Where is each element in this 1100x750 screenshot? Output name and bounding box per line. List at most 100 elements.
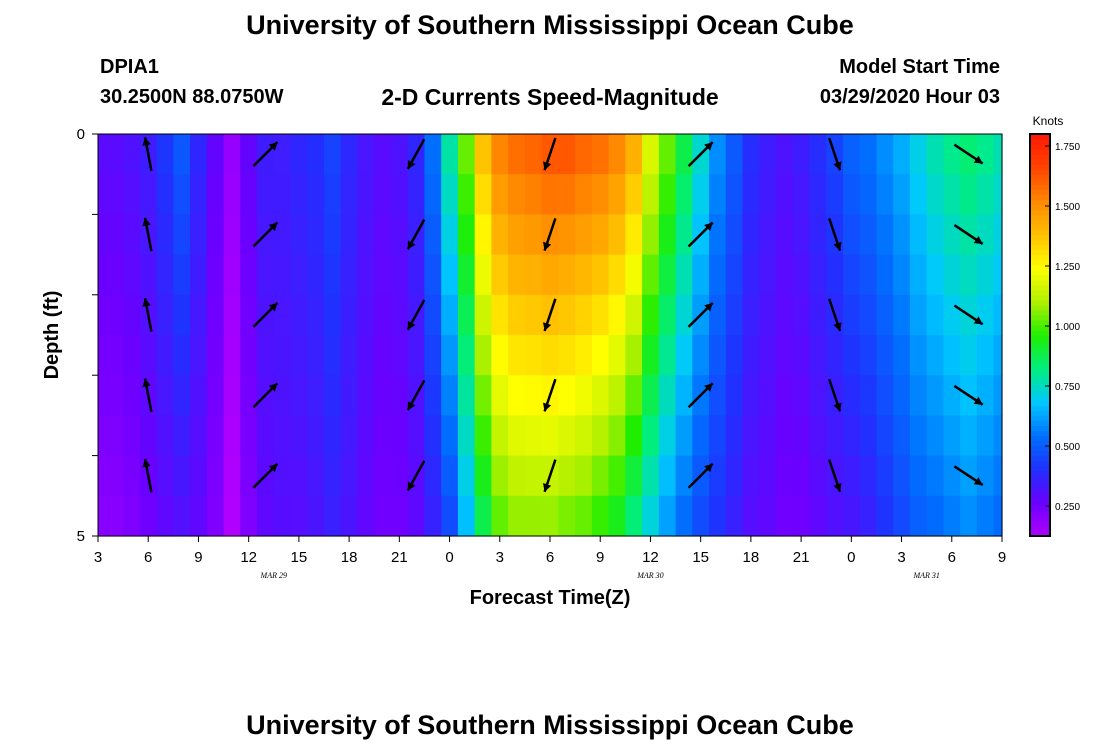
colorbar-segment: [1030, 209, 1050, 215]
heatmap-cell: [307, 495, 325, 537]
heatmap-cell: [223, 254, 241, 296]
heatmap-cell: [190, 134, 208, 175]
heatmap-cell: [909, 134, 928, 175]
heatmap-cell: [558, 455, 576, 497]
heatmap-cell: [642, 375, 660, 416]
colorbar-segment: [1030, 309, 1050, 316]
heatmap-cell: [842, 134, 861, 175]
heatmap-cell: [491, 455, 509, 497]
heatmap-cell: [608, 134, 626, 175]
heatmap-cell: [943, 134, 961, 175]
heatmap-cell: [776, 214, 794, 256]
colorbar-segment: [1030, 415, 1050, 422]
heatmap-cell: [156, 495, 174, 537]
heatmap-cell: [893, 134, 911, 175]
heatmap-cell: [98, 214, 107, 256]
heatmap-cell: [776, 254, 794, 296]
heatmap-cell: [608, 335, 626, 376]
current-vector: [543, 298, 557, 332]
heatmap-cell: [976, 214, 995, 256]
heatmap-cell: [725, 294, 744, 336]
colorbar-segment: [1030, 410, 1050, 416]
colorbar-tick-label: 1.500: [1055, 202, 1080, 213]
colorbar-segment: [1030, 340, 1050, 346]
heatmap-cell: [575, 375, 593, 416]
current-vector: [953, 143, 984, 165]
heatmap-cell: [390, 214, 409, 256]
heatmap-cell: [407, 254, 426, 296]
x-axis-label: Forecast Time(Z): [470, 587, 631, 609]
heatmap-cell: [675, 335, 693, 376]
heatmap-cell: [474, 214, 493, 256]
heatmap-cell: [390, 254, 409, 296]
heatmap-cell: [190, 174, 208, 215]
heatmap-cell: [374, 455, 392, 497]
heatmap-cell: [658, 335, 677, 376]
colorbar-tick-label: 0.750: [1055, 382, 1080, 393]
heatmap-cell: [223, 294, 241, 336]
colorbar-segment: [1030, 440, 1050, 447]
heatmap-cell: [357, 335, 375, 376]
heatmap-cell: [625, 174, 643, 215]
heatmap-cell: [357, 455, 375, 497]
x-tick-label: 15: [692, 549, 709, 566]
heatmap-cell: [240, 174, 258, 215]
colorbar-segment: [1030, 269, 1050, 276]
heatmap-cell: [123, 134, 141, 175]
heatmap-cell: [457, 455, 476, 497]
heatmap-cell: [374, 214, 392, 256]
heatmap-cell: [876, 375, 894, 416]
heatmap-cell: [223, 214, 241, 256]
heatmap-cell: [591, 375, 610, 416]
current-vector: [252, 141, 279, 167]
colorbar-segment: [1030, 179, 1050, 185]
heatmap-cell: [390, 415, 409, 457]
current-vector: [142, 297, 153, 332]
heatmap-cell: [307, 294, 325, 336]
heatmap-cell: [424, 174, 442, 215]
heatmap-cell: [407, 495, 426, 537]
heatmap-cell: [742, 214, 760, 256]
heatmap-cell: [960, 335, 978, 376]
heatmap-cell: [441, 134, 459, 175]
heatmap-cell: [123, 294, 141, 336]
heatmap-cell: [173, 455, 191, 497]
heatmap-cell: [558, 134, 576, 175]
colorbar-tick-label: 1.750: [1055, 142, 1080, 153]
colorbar-segment: [1030, 435, 1050, 442]
heatmap-cell: [491, 415, 509, 457]
heatmap-cell: [591, 214, 610, 256]
heatmap-cell: [725, 335, 744, 376]
heatmap-cell: [374, 335, 392, 376]
heatmap-cell: [474, 415, 493, 457]
heatmap-cell: [190, 415, 208, 457]
colorbar-segment: [1030, 405, 1050, 411]
heatmap-cell: [290, 495, 308, 537]
colorbar-segment: [1030, 329, 1050, 336]
heatmap-cell: [98, 495, 107, 537]
heatmap-cell: [675, 254, 693, 296]
x-tick-label: 3: [94, 549, 102, 566]
heatmap-cell: [223, 375, 241, 416]
heatmap-cell: [290, 254, 308, 296]
colorbar-segment: [1030, 395, 1050, 401]
heatmap-cell: [926, 174, 945, 215]
colorbar-segment: [1030, 380, 1050, 386]
heatmap-cell: [876, 415, 894, 457]
heatmap-cell: [926, 214, 945, 256]
heatmap-cell: [893, 415, 911, 457]
heatmap-cell: [809, 335, 827, 376]
colorbar-segment: [1030, 375, 1050, 381]
heatmap-cell: [859, 455, 878, 497]
heatmap-cell: [943, 294, 961, 336]
colorbar-segment: [1030, 480, 1050, 487]
heatmap-cell: [742, 375, 760, 416]
heatmap-cell: [524, 254, 543, 296]
heatmap-cell: [156, 214, 174, 256]
heatmap-cell: [658, 455, 677, 497]
colorbar-segment: [1030, 485, 1050, 492]
heatmap-cell: [524, 495, 543, 537]
heatmap-cell: [173, 254, 191, 296]
heatmap-cell: [541, 254, 559, 296]
current-vector: [828, 137, 842, 171]
